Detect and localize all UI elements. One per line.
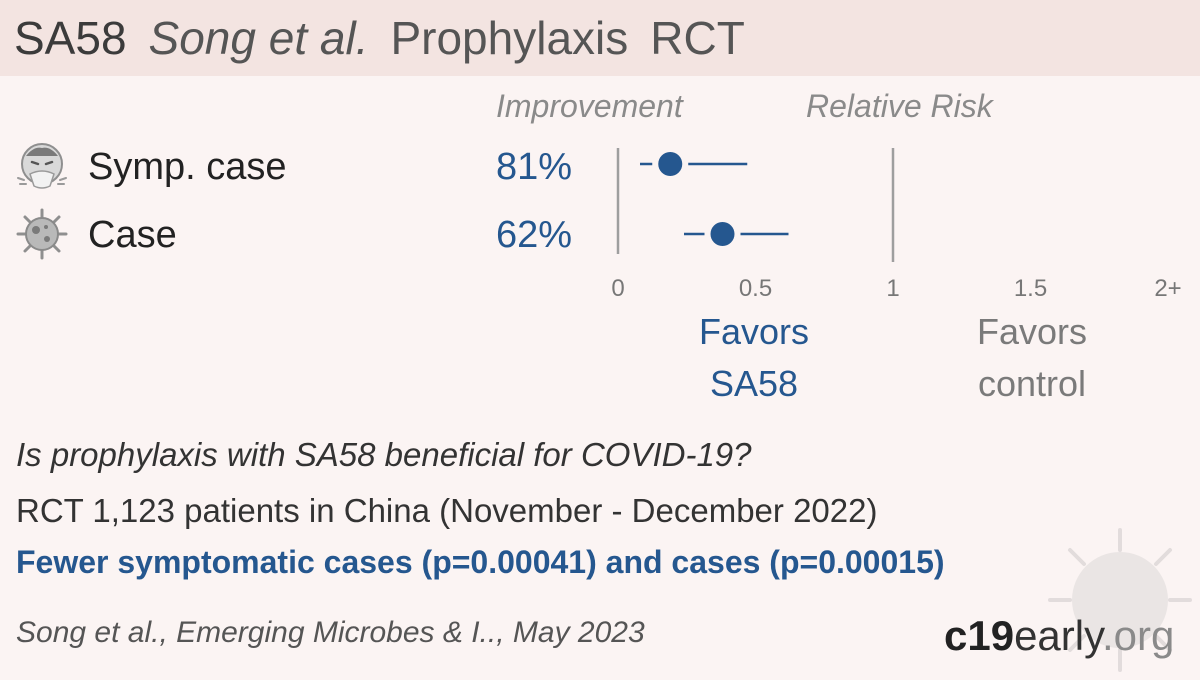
virus-watermark-icon bbox=[1048, 528, 1192, 672]
x-tick-label: 0 bbox=[611, 275, 624, 302]
virus-icon bbox=[16, 208, 68, 260]
point-estimate-symp-case bbox=[658, 152, 683, 176]
favors-treatment-label: Favors SA58 bbox=[644, 306, 864, 410]
summary-question: Is prophylaxis with SA58 beneficial for … bbox=[16, 436, 752, 473]
row-improvement-symp-case: 81% bbox=[496, 146, 573, 188]
x-tick-label: 1.5 bbox=[1014, 275, 1047, 302]
summary-details: RCT 1,123 patients in China (November - … bbox=[16, 492, 878, 529]
brand-part3: .org bbox=[1102, 612, 1175, 659]
summary-conclusion: Fewer symptomatic cases (p=0.00041) and … bbox=[16, 544, 945, 580]
brand-part2: early bbox=[1014, 612, 1102, 659]
brand-logo[interactable]: c19early.org bbox=[944, 612, 1174, 660]
sneezing-face-icon bbox=[17, 143, 67, 189]
brand-part1: c19 bbox=[944, 612, 1015, 659]
favors-treatment-line1: Favors bbox=[698, 311, 810, 352]
forest-plot: 0 0.5 1 1.5 2+ bbox=[611, 148, 1182, 302]
row-label-symp-case: Symp. case bbox=[88, 146, 287, 188]
row-improvement-case: 62% bbox=[496, 214, 573, 256]
study-authors: Song et al. bbox=[148, 12, 369, 64]
favors-control-line2: control bbox=[977, 363, 1087, 404]
favors-control-line1: Favors bbox=[976, 311, 1088, 352]
x-tick-label: 2+ bbox=[1154, 275, 1181, 302]
favors-control-label: Favors control bbox=[922, 306, 1142, 410]
study-design: RCT bbox=[650, 12, 745, 64]
citation: Song et al., Emerging Microbes & I.., Ma… bbox=[16, 616, 645, 649]
row-label-case: Case bbox=[88, 214, 177, 256]
point-estimate-case bbox=[710, 222, 735, 246]
drug-name: SA58 bbox=[14, 12, 127, 64]
x-tick-label: 1 bbox=[886, 275, 899, 302]
improvement-column-header: Improvement bbox=[496, 88, 683, 124]
title-bar: SA58 Song et al. Prophylaxis RCT bbox=[0, 0, 1200, 76]
page-title: SA58 Song et al. Prophylaxis RCT bbox=[14, 8, 745, 68]
relative-risk-column-header: Relative Risk bbox=[806, 88, 993, 124]
favors-treatment-line2: SA58 bbox=[709, 363, 799, 404]
treatment-type: Prophylaxis bbox=[390, 12, 629, 64]
x-tick-label: 0.5 bbox=[739, 275, 772, 302]
